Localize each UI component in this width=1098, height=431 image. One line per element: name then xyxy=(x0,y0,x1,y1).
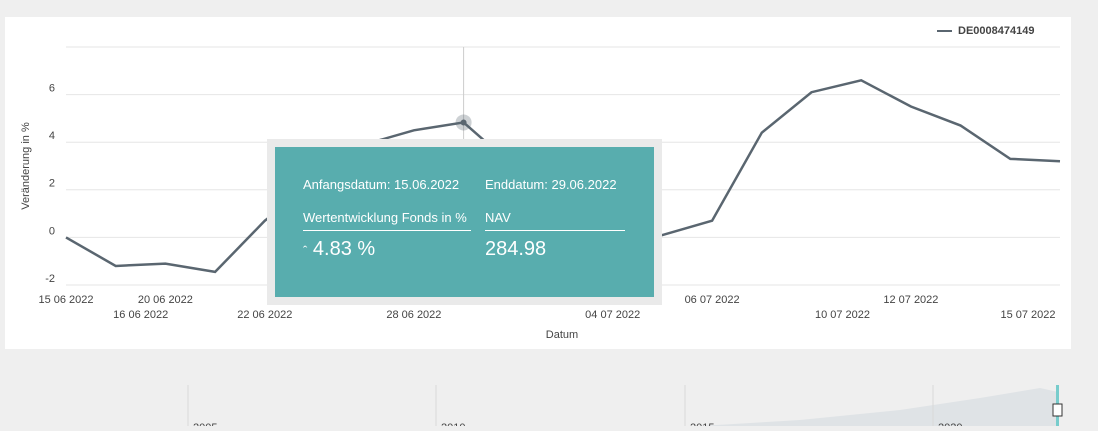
x-tick-label: 10 07 2022 xyxy=(815,309,870,321)
x-axis-title: Datum xyxy=(546,329,578,341)
navigator: 2005 2010 2015 2020 xyxy=(0,352,1098,431)
tooltip-end: Enddatum: 29.06.2022 xyxy=(485,177,617,192)
navigator-area xyxy=(700,388,1058,426)
x-tick-label: 15 07 2022 xyxy=(1000,309,1055,321)
tooltip-start: Anfangsdatum: 15.06.2022 xyxy=(303,177,460,192)
x-tick-label: 22 06 2022 xyxy=(237,309,292,321)
x-tick-label: 20 06 2022 xyxy=(138,294,193,306)
tooltip-nav-label: NAV xyxy=(485,210,625,231)
x-tick-label: 12 07 2022 xyxy=(883,294,938,306)
x-tick-label: 04 07 2022 xyxy=(585,309,640,321)
navigator-label: 2005 xyxy=(193,422,217,426)
navigator-grip[interactable] xyxy=(1052,403,1063,417)
tooltip-body: Anfangsdatum: 15.06.2022 Enddatum: 29.06… xyxy=(275,147,654,297)
tooltip-nav-value: 284.98 xyxy=(485,238,547,260)
legend-label[interactable]: DE0008474149 xyxy=(958,25,1034,37)
navigator-label: 2020 xyxy=(938,422,962,426)
y-axis-title: Veränderung in % xyxy=(20,122,32,210)
y-tick-label: 2 xyxy=(49,178,55,190)
navigator-label: 2010 xyxy=(441,422,465,426)
y-tick-label: 6 xyxy=(49,83,55,95)
x-tick-label: 16 06 2022 xyxy=(113,309,168,321)
y-tick-label: 0 xyxy=(49,225,55,237)
tooltip: Anfangsdatum: 15.06.2022 Enddatum: 29.06… xyxy=(267,139,662,305)
hover-point xyxy=(460,119,467,126)
x-tick-label: 15 06 2022 xyxy=(38,294,93,306)
x-tick-label: 28 06 2022 xyxy=(386,309,441,321)
navigator-label: 2015 xyxy=(690,422,714,426)
tooltip-perf-label: Wertentwicklung Fonds in % xyxy=(303,210,471,231)
y-tick-label: 4 xyxy=(49,130,55,142)
tooltip-perf-value: 4.83 % xyxy=(312,238,376,260)
x-tick-label: 06 07 2022 xyxy=(685,294,740,306)
tooltip-perf: ˆ 4.83 % xyxy=(303,238,376,260)
y-tick-label: -2 xyxy=(45,273,55,285)
